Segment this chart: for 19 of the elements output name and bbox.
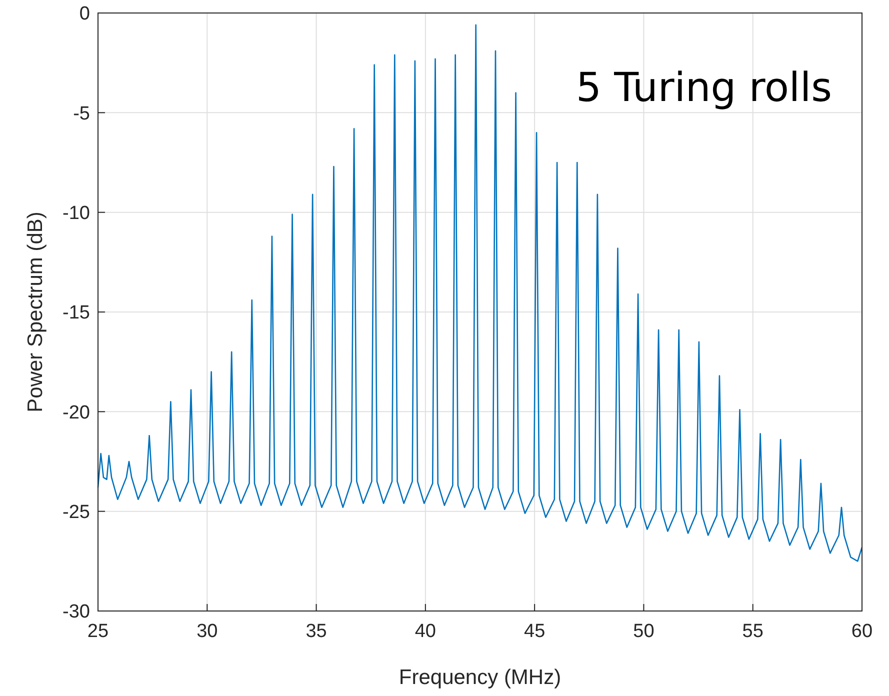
y-tick-label: -30: [62, 602, 90, 623]
x-tick-label: 35: [306, 621, 327, 642]
annotation: 5 Turing rolls: [576, 65, 832, 111]
x-tick-label: 30: [196, 621, 218, 642]
x-tick-label: 55: [742, 621, 764, 642]
x-tick-label: 50: [633, 621, 654, 642]
y-axis-title: Power Spectrum (dB): [24, 212, 47, 412]
x-tick-label: 40: [414, 621, 436, 642]
line-series: [97, 24, 863, 562]
y-tick-label: -5: [73, 103, 90, 124]
y-tick-label: -20: [62, 402, 90, 424]
y-tick-label: -10: [62, 202, 90, 224]
x-axis-title: Frequency (MHz): [398, 666, 562, 689]
x-tick-label: 45: [524, 621, 546, 642]
y-tick-label: -25: [62, 502, 90, 523]
y-tick-label: 0: [79, 4, 90, 25]
x-tick-label: 25: [87, 621, 109, 642]
x-tick-label: 60: [851, 621, 873, 642]
y-tick-label: -15: [62, 302, 90, 324]
